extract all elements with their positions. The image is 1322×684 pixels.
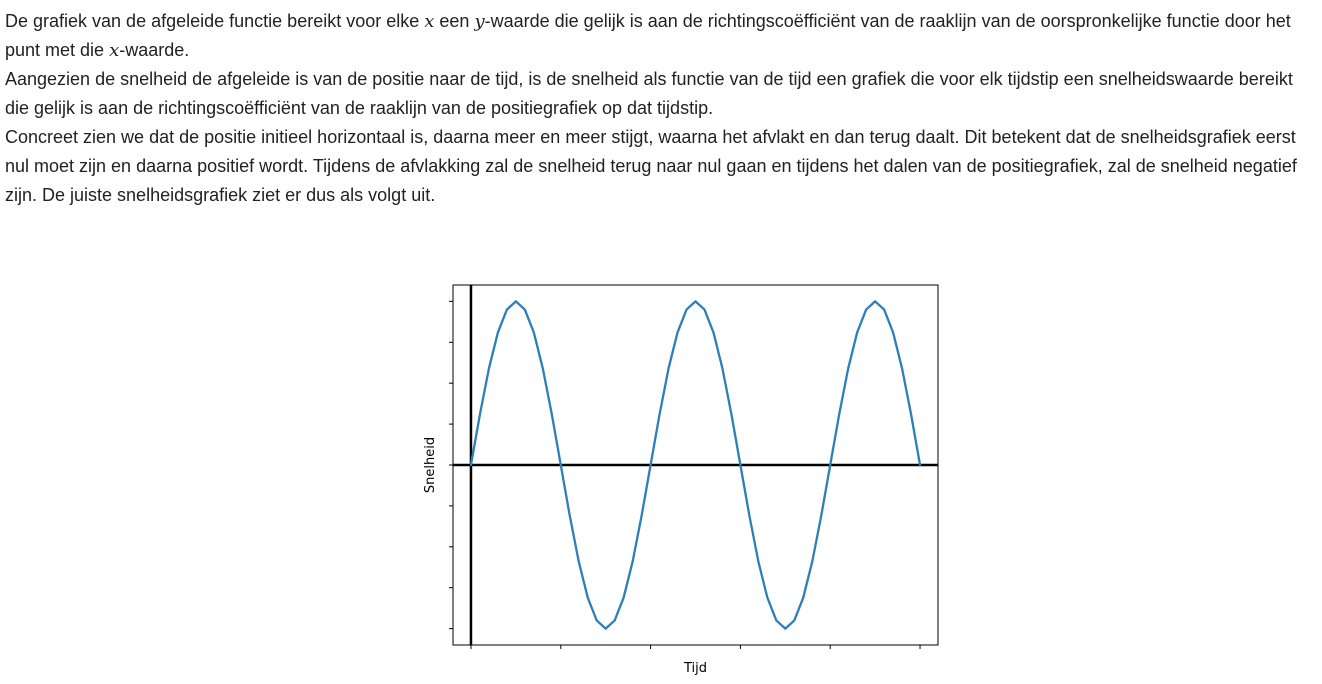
explanation-text: De grafiek van de afgeleide functie bere… <box>5 7 1319 210</box>
x-axis-title: Tijd <box>683 661 707 676</box>
paragraph-derivative-definition: De grafiek van de afgeleide functie bere… <box>5 11 1291 61</box>
math-variable-y: y <box>474 11 485 32</box>
velocity-chart-svg: Tijd Snelheid <box>423 284 939 676</box>
math-variable-x: x <box>424 11 435 32</box>
paragraph-velocity-derivative: Aangezien de snelheid de afgeleide is va… <box>5 69 1293 118</box>
velocity-chart: Tijd Snelheid <box>410 270 950 684</box>
velocity-series-line <box>469 300 922 630</box>
math-variable-x: x <box>109 40 120 61</box>
axis-ticks <box>449 300 921 649</box>
paragraph-concrete-reasoning: Concreet zien we dat de positie initieel… <box>5 127 1297 205</box>
y-axis-title: Snelheid <box>423 437 438 493</box>
